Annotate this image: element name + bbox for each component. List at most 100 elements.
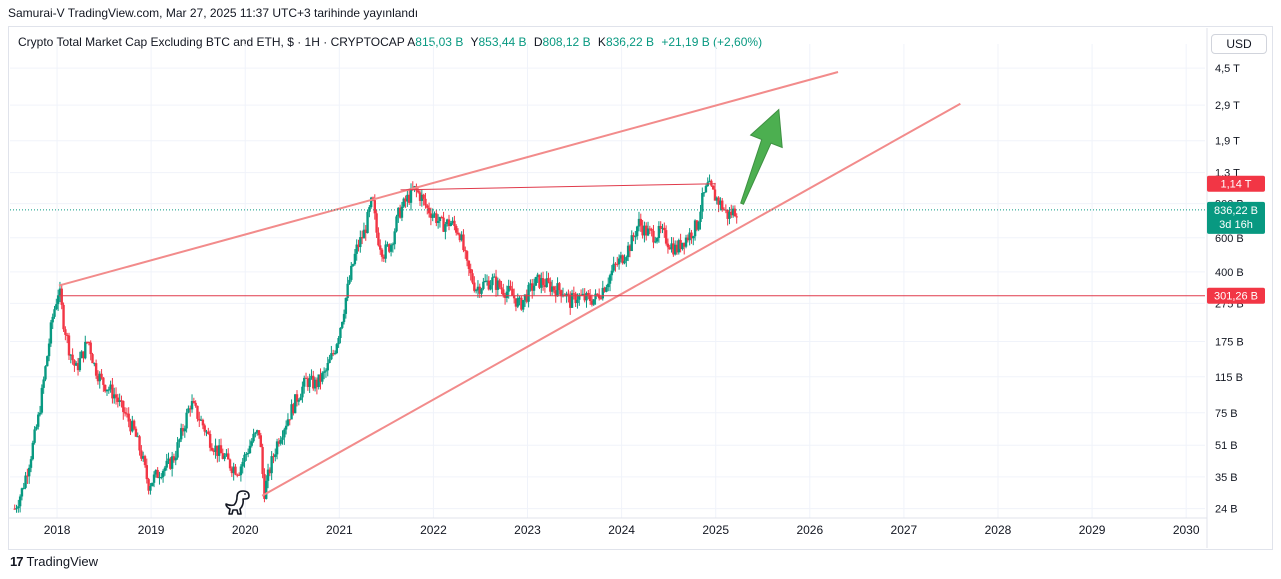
candle-body bbox=[652, 230, 655, 243]
symbol-header: Crypto Total Market Cap Excluding BTC an… bbox=[18, 35, 762, 49]
x-tick-label: 2022 bbox=[420, 523, 447, 537]
candle-body bbox=[265, 480, 268, 499]
candle-body bbox=[274, 454, 277, 457]
y-tick-label: 600 B bbox=[1215, 233, 1244, 245]
candle-body bbox=[646, 228, 650, 236]
candle-body bbox=[170, 456, 174, 469]
candle-body bbox=[321, 372, 324, 382]
candle-body bbox=[111, 384, 114, 399]
candle-body bbox=[232, 466, 235, 474]
candle-body bbox=[630, 235, 633, 252]
x-tick-label: 2030 bbox=[1173, 523, 1200, 537]
candle-body bbox=[239, 466, 243, 476]
candle-body bbox=[78, 358, 82, 371]
candle-body bbox=[214, 445, 217, 452]
candle-body bbox=[84, 341, 87, 359]
candle-body bbox=[167, 458, 170, 461]
candle-body bbox=[608, 275, 612, 284]
candle-body bbox=[120, 400, 123, 402]
candle-body bbox=[431, 214, 434, 218]
candle-body bbox=[675, 244, 679, 253]
candle-body bbox=[498, 280, 501, 288]
candle-body bbox=[46, 356, 49, 367]
candle-body bbox=[677, 240, 680, 253]
candle-body bbox=[69, 354, 72, 356]
candle-body bbox=[375, 213, 378, 233]
candle-body bbox=[208, 434, 212, 448]
candle-body bbox=[198, 418, 201, 421]
candle-body bbox=[527, 284, 530, 302]
candle-body bbox=[225, 453, 228, 456]
candle-body bbox=[187, 408, 190, 413]
symbol-title[interactable]: Crypto Total Market Cap Excluding BTC an… bbox=[18, 35, 405, 49]
candle-body bbox=[422, 194, 425, 199]
candle-body bbox=[520, 297, 523, 310]
candle-body bbox=[693, 220, 697, 237]
candle-body bbox=[663, 227, 666, 231]
candle-body bbox=[596, 293, 599, 295]
candle-body bbox=[250, 441, 253, 446]
candle-body bbox=[62, 304, 65, 330]
candle-body bbox=[53, 309, 56, 317]
candle-body bbox=[245, 453, 248, 455]
candle-body bbox=[348, 279, 351, 284]
candle-body bbox=[56, 295, 60, 305]
candle-body bbox=[661, 227, 664, 229]
candle-body bbox=[369, 197, 373, 208]
candle-body bbox=[704, 186, 708, 193]
candle-body bbox=[455, 226, 458, 233]
candle-body bbox=[357, 244, 360, 248]
candle-body bbox=[109, 384, 112, 390]
candle-body bbox=[688, 232, 691, 241]
candle-body bbox=[47, 343, 51, 357]
candle-body bbox=[617, 258, 621, 265]
low-value: 808,12 B bbox=[542, 35, 591, 49]
candle-body bbox=[131, 420, 134, 432]
candle-body bbox=[93, 363, 96, 365]
candle-body bbox=[113, 394, 116, 399]
close-value: 836,22 B bbox=[605, 35, 654, 49]
candle-body bbox=[102, 377, 105, 385]
candle-body bbox=[505, 291, 509, 298]
published-caption: Samurai-V TradingView.com, Mar 27, 2025 … bbox=[8, 6, 419, 20]
trendline bbox=[58, 71, 839, 287]
y-tick-label: 1,9 T bbox=[1215, 136, 1240, 148]
candle-body bbox=[559, 290, 563, 297]
candle-body bbox=[65, 334, 69, 336]
candle-body bbox=[474, 290, 478, 292]
candle-body bbox=[341, 321, 344, 328]
candle-body bbox=[223, 455, 226, 459]
candle-body bbox=[594, 293, 597, 300]
candle-body bbox=[603, 287, 606, 292]
candle-body bbox=[176, 442, 179, 458]
candle-body bbox=[259, 435, 262, 448]
candle-body bbox=[462, 234, 465, 251]
candle-body bbox=[221, 453, 224, 459]
candle-body bbox=[301, 386, 304, 398]
candle-body bbox=[494, 276, 498, 290]
candle-body bbox=[85, 341, 89, 343]
candle-body bbox=[189, 408, 192, 410]
currency-button[interactable]: USD bbox=[1211, 34, 1267, 54]
candle-body bbox=[427, 207, 431, 214]
candle-body bbox=[122, 400, 125, 413]
countdown-badge: 3d 16h bbox=[1219, 219, 1253, 231]
trendline bbox=[261, 102, 961, 497]
y-tick-label: 400 B bbox=[1215, 267, 1244, 279]
candle-body bbox=[583, 293, 586, 301]
candle-body bbox=[76, 363, 80, 371]
y-tick-label: 4,5 T bbox=[1215, 63, 1240, 75]
candle-body bbox=[625, 257, 628, 261]
candle-body bbox=[683, 242, 686, 247]
candle-body bbox=[545, 278, 548, 288]
candle-body bbox=[281, 437, 284, 440]
candle-body bbox=[393, 231, 396, 245]
candle-body bbox=[391, 244, 395, 246]
candle-body bbox=[303, 377, 306, 387]
candle-body bbox=[351, 264, 355, 266]
candle-body bbox=[473, 282, 476, 291]
x-tick-label: 2024 bbox=[608, 523, 635, 537]
candle-body bbox=[623, 260, 626, 264]
candle-body bbox=[572, 293, 576, 295]
